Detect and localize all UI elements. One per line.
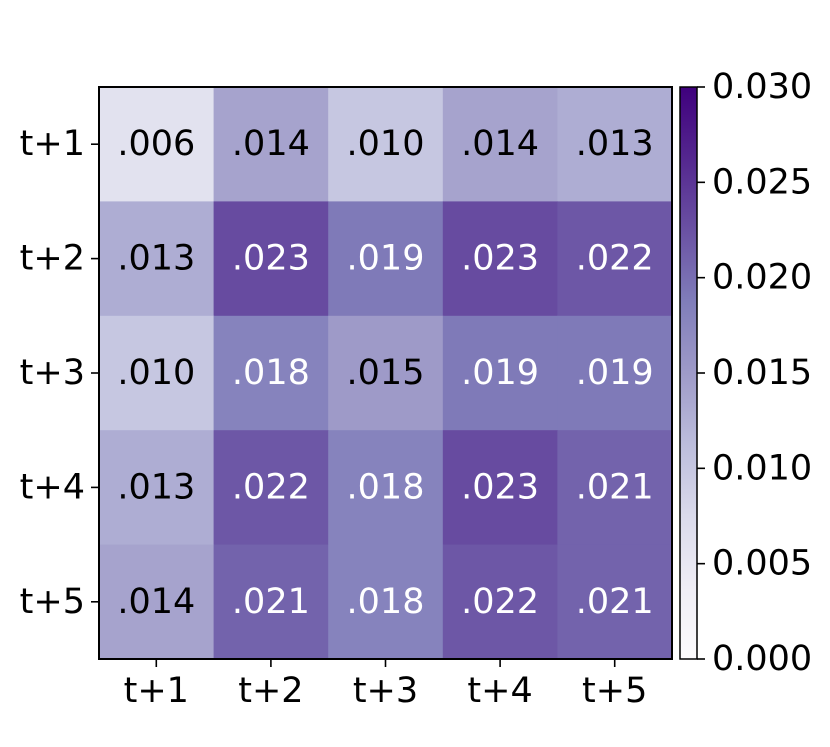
cell-label-r2-c2: .023: [232, 239, 310, 279]
cell-label-r4-c1: .013: [117, 467, 195, 507]
heatmap-cell-r3-c2: [213, 315, 329, 431]
colorbar-axis: 0.000 0.005 0.010 0.015 0.020 0.025 0.030: [697, 67, 812, 679]
cell-label-r1-c5: .013: [576, 124, 654, 164]
heatmap-cell-r4-c1: [99, 430, 215, 546]
colorbar-tick-label-5: 0.020: [712, 258, 812, 298]
cell-label-r2-c4: .023: [461, 239, 539, 279]
x-tick-label-1: t+1: [124, 671, 189, 711]
x-tick-label-3: t+3: [353, 671, 418, 711]
heatmap-cell-r1-c1: [99, 87, 215, 202]
heatmap-cell-r2-c4: [442, 201, 558, 317]
cell-label-r4-c4: .023: [461, 467, 539, 507]
cell-label-r4-c3: .018: [347, 467, 425, 507]
cell-label-r5-c3: .018: [347, 582, 425, 622]
heatmap-cell-r4-c5: [557, 430, 673, 546]
cell-label-r5-c2: .021: [232, 582, 310, 622]
colorbar-tick-label-7: 0.030: [712, 67, 812, 107]
colorbar-tick-label-3: 0.010: [712, 448, 812, 488]
cell-label-r5-c5: .021: [576, 582, 654, 622]
cell-label-r4-c2: .022: [232, 467, 310, 507]
heatmap-cell-r5-c2: [213, 544, 329, 660]
heatmap-cell-r3-c4: [442, 315, 558, 431]
cell-label-r3-c1: .010: [117, 353, 195, 393]
heatmap-cell-r1-c5: [557, 87, 673, 202]
x-tick-label-2: t+2: [238, 671, 303, 711]
heatmap-cell-r4-c2: [213, 430, 329, 546]
x-tick-label-4: t+4: [467, 671, 532, 711]
heatmap-cell-r5-c1: [99, 544, 215, 660]
heatmap-cell-r2-c5: [557, 201, 673, 317]
heatmap-cell-r1-c3: [328, 87, 444, 202]
cell-label-r1-c3: .010: [347, 124, 425, 164]
colorbar-tick-label-4: 0.015: [712, 353, 812, 393]
y-tick-label-1: t+1: [20, 124, 85, 164]
cell-label-r2-c3: .019: [347, 239, 425, 279]
cell-label-r3-c4: .019: [461, 353, 539, 393]
cell-label-r3-c3: .015: [347, 353, 425, 393]
heatmap-cell-r2-c1: [99, 201, 215, 317]
heatmap-cell-r2-c2: [213, 201, 329, 317]
cell-label-r1-c2: .014: [232, 124, 310, 164]
heatmap-cell-r4-c3: [328, 430, 444, 546]
heatmap-cell-r3-c3: [328, 315, 444, 431]
y-tick-label-3: t+3: [20, 353, 85, 393]
y-axis: t+1 t+2 t+3 t+4 t+5: [20, 124, 99, 622]
cell-label-r5-c1: .014: [117, 582, 195, 622]
heatmap-cell-r5-c4: [442, 544, 558, 660]
colorbar-tick-label-2: 0.005: [712, 544, 812, 584]
heatmap-cells: [99, 87, 673, 660]
y-tick-label-2: t+2: [20, 239, 85, 279]
colorbar: [679, 86, 698, 660]
heatmap-cell-r5-c5: [557, 544, 673, 660]
heatmap-cell-r5-c3: [328, 544, 444, 660]
cell-label-r2-c5: .022: [576, 239, 654, 279]
colorbar-tick-label-6: 0.025: [712, 162, 812, 202]
y-tick-label-4: t+4: [20, 467, 85, 507]
cell-label-r1-c4: .014: [461, 124, 539, 164]
colorbar-tick-label-1: 0.000: [712, 639, 812, 679]
heatmap-cell-r2-c3: [328, 201, 444, 317]
cell-label-r2-c1: .013: [117, 239, 195, 279]
heatmap-cell-r3-c5: [557, 315, 673, 431]
x-tick-label-5: t+5: [582, 671, 647, 711]
y-tick-label-5: t+5: [20, 582, 85, 622]
cell-label-r1-c1: .006: [117, 124, 195, 164]
heatmap-cell-r1-c2: [213, 87, 329, 202]
cell-label-r3-c5: .019: [576, 353, 654, 393]
cell-label-r5-c4: .022: [461, 582, 539, 622]
cell-value-labels: .006 .014 .010 .014 .013 .013 .023 .019 .023 .022…: [117, 124, 653, 622]
x-axis: t+1 t+2 t+3 t+4 t+5: [124, 659, 647, 711]
heatmap-cell-r3-c1: [99, 315, 215, 431]
cell-label-r4-c5: .021: [576, 467, 654, 507]
heatmap-cell-r1-c4: [442, 87, 558, 202]
cell-label-r3-c2: .018: [232, 353, 310, 393]
heatmap-cell-r4-c4: [442, 430, 558, 546]
